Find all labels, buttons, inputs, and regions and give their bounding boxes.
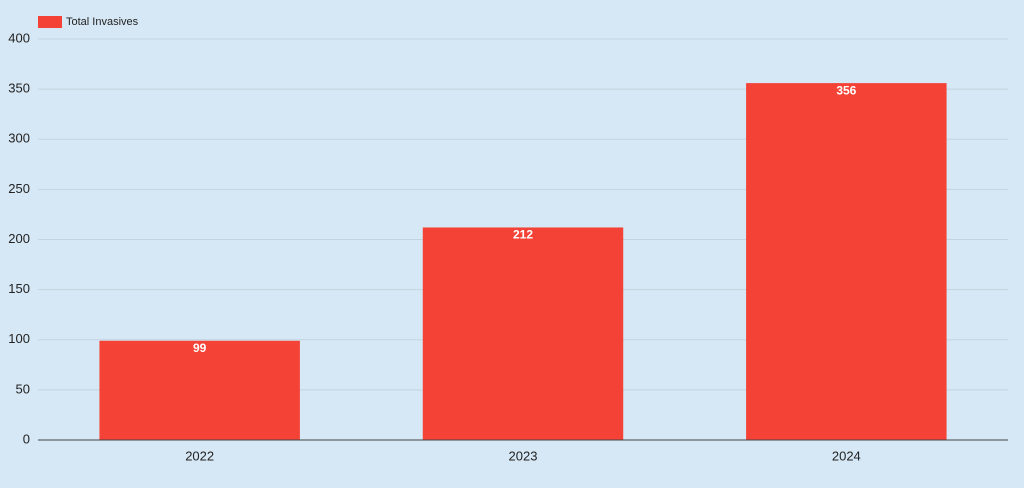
y-tick-label: 400 [8, 30, 30, 45]
legend-swatch [38, 16, 62, 28]
x-tick-label: 2022 [185, 448, 214, 463]
x-tick-label: 2024 [832, 448, 861, 463]
legend-label: Total Invasives [66, 16, 139, 28]
y-tick-label: 150 [8, 281, 30, 296]
value-label: 212 [513, 228, 533, 242]
y-tick-label: 50 [16, 381, 30, 396]
value-label: 99 [193, 341, 207, 355]
y-tick-label: 250 [8, 181, 30, 196]
y-tick-label: 100 [8, 331, 30, 346]
y-tick-label: 200 [8, 231, 30, 246]
y-tick-label: 300 [8, 131, 30, 146]
bar [422, 227, 624, 440]
y-tick-label: 350 [8, 81, 30, 96]
bar [746, 83, 947, 441]
bar [99, 340, 300, 440]
x-tick-label: 2023 [509, 448, 538, 463]
y-tick-label: 0 [23, 431, 30, 446]
value-label: 356 [836, 83, 856, 97]
